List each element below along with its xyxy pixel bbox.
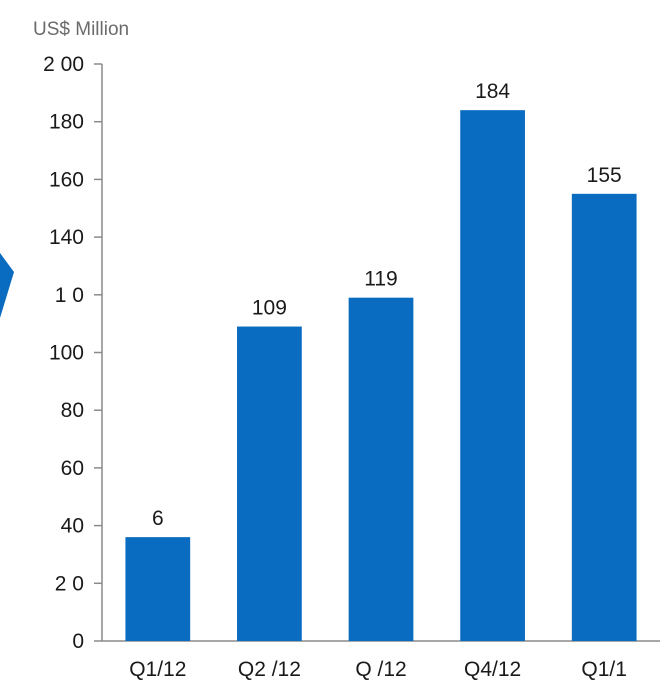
y-tick-label: 2 00	[43, 53, 84, 76]
y-axis: 0 2 0 40 60 80 100 1 0 140 160 180 2 00	[43, 53, 102, 653]
x-axis: Q1/12 Q2 /12 Q /12 Q4/12 Q1/1	[129, 658, 627, 681]
x-tick-label: Q4/12	[464, 658, 521, 681]
bar	[571, 193, 637, 641]
unit-label: US$ Million	[33, 19, 129, 40]
data-label: 6	[152, 507, 164, 530]
data-label: 155	[587, 164, 622, 187]
x-tick-label: Q2 /12	[238, 658, 301, 681]
y-tick-label: 2 0	[55, 572, 84, 595]
bar	[348, 297, 414, 641]
bars: 6 109 119 184 155	[125, 80, 637, 641]
y-tick-label: 60	[61, 457, 84, 480]
x-tick-label: Q1/12	[129, 658, 186, 681]
y-tick-label: 180	[49, 111, 84, 134]
x-tick-label: Q1/1	[581, 658, 627, 681]
left-arrow-marker	[0, 253, 14, 318]
data-label: 109	[252, 297, 287, 320]
y-tick-label: 140	[49, 226, 84, 249]
bar	[237, 326, 302, 641]
bar	[460, 110, 525, 641]
y-tick-label: 80	[61, 399, 84, 422]
y-tick-label: 160	[49, 168, 84, 191]
data-label: 184	[475, 80, 510, 103]
y-tick-label: 40	[61, 515, 84, 538]
y-tick-label: 1 0	[55, 284, 84, 307]
data-label: 119	[364, 268, 397, 291]
y-tick-label: 0	[72, 630, 84, 653]
y-tick-label: 100	[49, 342, 84, 365]
x-tick-label: Q /12	[355, 658, 406, 681]
bar	[125, 537, 191, 641]
